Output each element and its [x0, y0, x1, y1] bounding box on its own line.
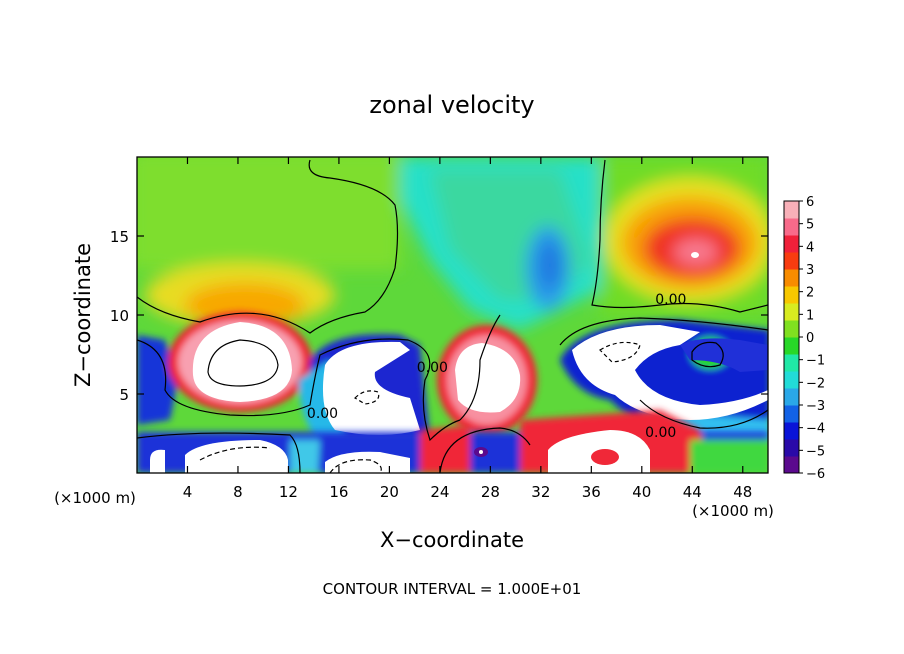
x-axis-label: X−coordinate [380, 528, 524, 552]
contour-green-blob [691, 341, 724, 368]
y-tick-label: 5 [119, 386, 129, 404]
contour-label: 0.00 [655, 292, 686, 308]
contour-zero-mid [137, 338, 461, 442]
contour-zero-bottom2 [439, 427, 531, 473]
contour-label: 0.00 [307, 406, 338, 422]
colorbar-tick-label: 3 [806, 263, 814, 278]
y-axis-label: Z−coordinate [71, 243, 95, 387]
bottom-red-5 [591, 449, 619, 465]
x-tick-label: 44 [683, 483, 702, 501]
heatmap-field [137, 157, 768, 473]
colorbar-swatch [784, 235, 799, 253]
colorbar-swatch [784, 405, 799, 423]
contour-label: 0.00 [417, 360, 448, 376]
colorbar-tick-label: −3 [806, 399, 825, 414]
colorbar-tick-label: −4 [806, 422, 825, 437]
contour-zero-bottom [137, 432, 301, 473]
core3-white [455, 343, 521, 413]
x-tick-label: 4 [183, 483, 193, 501]
colorbar-tick-label: 4 [806, 240, 814, 255]
colorbar: 6 5 4 3 2 1 0 −1 −2 −3 −4 −5 −6 [783, 195, 825, 482]
contour-zero-right-top [591, 159, 768, 313]
colorbar-tick-label: 1 [806, 308, 814, 323]
contour-zero-middle2 [459, 314, 501, 421]
contour-zero-lower-right [639, 399, 768, 429]
contour-dashed-1 [354, 390, 380, 405]
colorbar-tick-label: 6 [806, 195, 814, 210]
top-white-dot [691, 252, 699, 258]
x-unit-right: (×1000 m) [692, 502, 774, 520]
field-bottom-green [690, 440, 768, 473]
colorbar-tick-label: −5 [806, 444, 825, 459]
contour-zero-right-band [559, 317, 768, 346]
x-tick-label: 36 [582, 483, 601, 501]
contour-zero-upper [137, 159, 399, 334]
core1-white [192, 322, 292, 402]
colorbar-swatch [784, 201, 799, 219]
saturated-cores [192, 322, 768, 435]
contour-label-layer: 0.00 0.00 0.00 0.00 [307, 292, 686, 441]
contour-label: 0.00 [645, 425, 676, 441]
y-axis-ticks: 5 10 15 [110, 228, 768, 404]
colorbar-swatch [784, 218, 799, 236]
x-tick-label: 16 [329, 483, 348, 501]
core4-white-lower [680, 338, 768, 372]
colorbar-tick-label: 0 [806, 331, 814, 346]
colorbar-tick-label: −1 [806, 354, 825, 369]
x-tick-label: 12 [279, 483, 298, 501]
colorbar-tick-label: −6 [806, 467, 825, 482]
x-tick-label: 32 [531, 483, 550, 501]
contour-dashed-3 [199, 446, 271, 461]
core4-white [572, 325, 768, 420]
bottom-white-2 [185, 440, 288, 473]
colorbar-swatch [784, 286, 799, 304]
colorbar-swatch [784, 439, 799, 457]
contour-interval-footer: CONTOUR INTERVAL = 1.000E+01 [323, 580, 582, 598]
chart-title: zonal velocity [369, 91, 534, 119]
colorbar-tick-label: 2 [806, 286, 814, 301]
x-tick-label: 48 [733, 483, 752, 501]
field-left-edge-blue [137, 335, 178, 425]
colorbar-swatch [784, 320, 799, 338]
contour-bottom-small [329, 459, 382, 473]
bottom-white-dot [479, 450, 483, 454]
contour-lines [137, 159, 768, 473]
x-tick-label: 28 [481, 483, 500, 501]
x-axis-ticks: 4 8 12 16 20 24 28 32 36 40 44 48 [183, 157, 752, 501]
colorbar-swatch [784, 252, 799, 270]
contour-core1-inner [207, 339, 279, 387]
bottom-white-3 [325, 451, 410, 473]
colorbar-swatch [784, 371, 799, 389]
y-tick-label: 10 [110, 307, 129, 325]
colorbar-swatch [784, 337, 799, 355]
colorbar-tick-label: −2 [806, 376, 825, 391]
field-upper-green [137, 157, 400, 270]
bottom-white-cores [150, 252, 699, 473]
x-tick-label: 8 [233, 483, 243, 501]
x-tick-label: 24 [430, 483, 449, 501]
bottom-white-1 [150, 449, 165, 473]
field-bottom-cyan [290, 440, 320, 473]
y-tick-label: 15 [110, 228, 129, 246]
x-unit-left: (×1000 m) [54, 489, 136, 507]
colorbar-tick-label: 5 [806, 218, 814, 233]
field-right-pink [674, 239, 718, 265]
field-blue-min-core [539, 241, 561, 289]
colorbar-swatch [784, 422, 799, 440]
core2-white [322, 341, 420, 435]
colorbar-swatch [784, 269, 799, 287]
x-tick-label: 40 [632, 483, 651, 501]
colorbar-swatch [784, 354, 799, 372]
x-tick-label: 20 [380, 483, 399, 501]
colorbar-swatch [784, 388, 799, 406]
colorbar-swatch [784, 456, 799, 474]
colorbar-swatch [784, 303, 799, 321]
